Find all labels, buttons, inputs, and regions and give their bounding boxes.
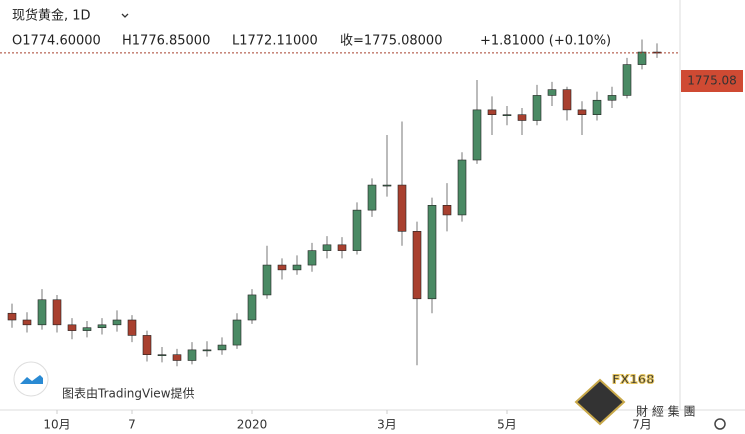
candle-body	[412, 231, 422, 300]
candle-body	[352, 209, 362, 251]
watermark: 图表由TradingView提供	[62, 386, 195, 401]
candle-body	[157, 354, 167, 356]
candle-body	[37, 299, 47, 326]
candle-body	[562, 89, 572, 111]
x-tick-label: 5月	[497, 418, 517, 432]
ohlc-stat: O1774.60000	[12, 34, 101, 49]
candle-body	[217, 344, 227, 351]
candle-body	[532, 95, 542, 121]
candle-body	[637, 51, 647, 65]
candle-body	[112, 319, 122, 326]
candle-body	[172, 354, 182, 361]
candle-body	[397, 184, 407, 232]
ohlc-stat: H1776.85000	[122, 34, 210, 49]
tv-logo[interactable]	[13, 361, 49, 397]
x-tick-label: 7	[128, 418, 136, 432]
candle-body	[202, 349, 212, 352]
candle-body	[382, 184, 392, 187]
price-axis	[680, 0, 745, 410]
candle-body	[322, 244, 332, 251]
last-price-label: 1775.08	[687, 74, 737, 88]
candle-body	[502, 114, 512, 116]
candle-body	[517, 114, 527, 121]
candle-body	[592, 99, 602, 115]
settings-icon[interactable]	[714, 418, 726, 430]
candle-body	[607, 95, 617, 101]
ohlc-stat: +1.81000 (+0.10%)	[480, 34, 611, 49]
last-price-box	[681, 70, 743, 92]
candle-body	[142, 335, 152, 355]
candle-body	[472, 109, 482, 161]
ohlc-stat: L1772.11000	[232, 34, 318, 49]
candle-body	[7, 312, 17, 321]
candle-body	[277, 264, 287, 271]
candle-body	[547, 89, 557, 96]
fx-logo-diamond	[574, 378, 626, 426]
chevron[interactable]	[121, 13, 129, 18]
candle-body	[232, 319, 242, 346]
candle-body	[367, 184, 377, 211]
ohlc-stat: 收=1775.08000	[340, 34, 442, 49]
chart-title: 现货黄金, 1D	[12, 8, 91, 24]
candle-body	[622, 64, 632, 96]
candle-body	[247, 294, 257, 321]
candle-body	[52, 299, 62, 326]
fx-logo-sub: 財 經 集 團	[636, 404, 695, 419]
x-tick-label: 2020	[237, 418, 268, 432]
candle-body	[577, 109, 587, 115]
x-tick-label: 10月	[43, 418, 70, 432]
candle-body	[457, 159, 467, 216]
candle-body	[487, 109, 497, 115]
candle-body	[442, 205, 452, 216]
candle-body	[82, 327, 92, 331]
candle-body	[427, 205, 437, 300]
candle-body	[307, 250, 317, 266]
candle-body	[262, 264, 272, 296]
candle-body	[22, 319, 32, 326]
candle-body	[187, 349, 197, 361]
candle-body	[292, 264, 302, 271]
tv-logo-mark	[20, 375, 43, 384]
candle-body	[67, 324, 77, 331]
x-tick-label: 3月	[377, 418, 397, 432]
candle-body	[337, 244, 347, 251]
x-tick-label: 7月	[632, 418, 652, 432]
fx-logo: FX168	[612, 373, 655, 387]
candle-body	[97, 324, 107, 329]
candle-body	[127, 319, 137, 336]
